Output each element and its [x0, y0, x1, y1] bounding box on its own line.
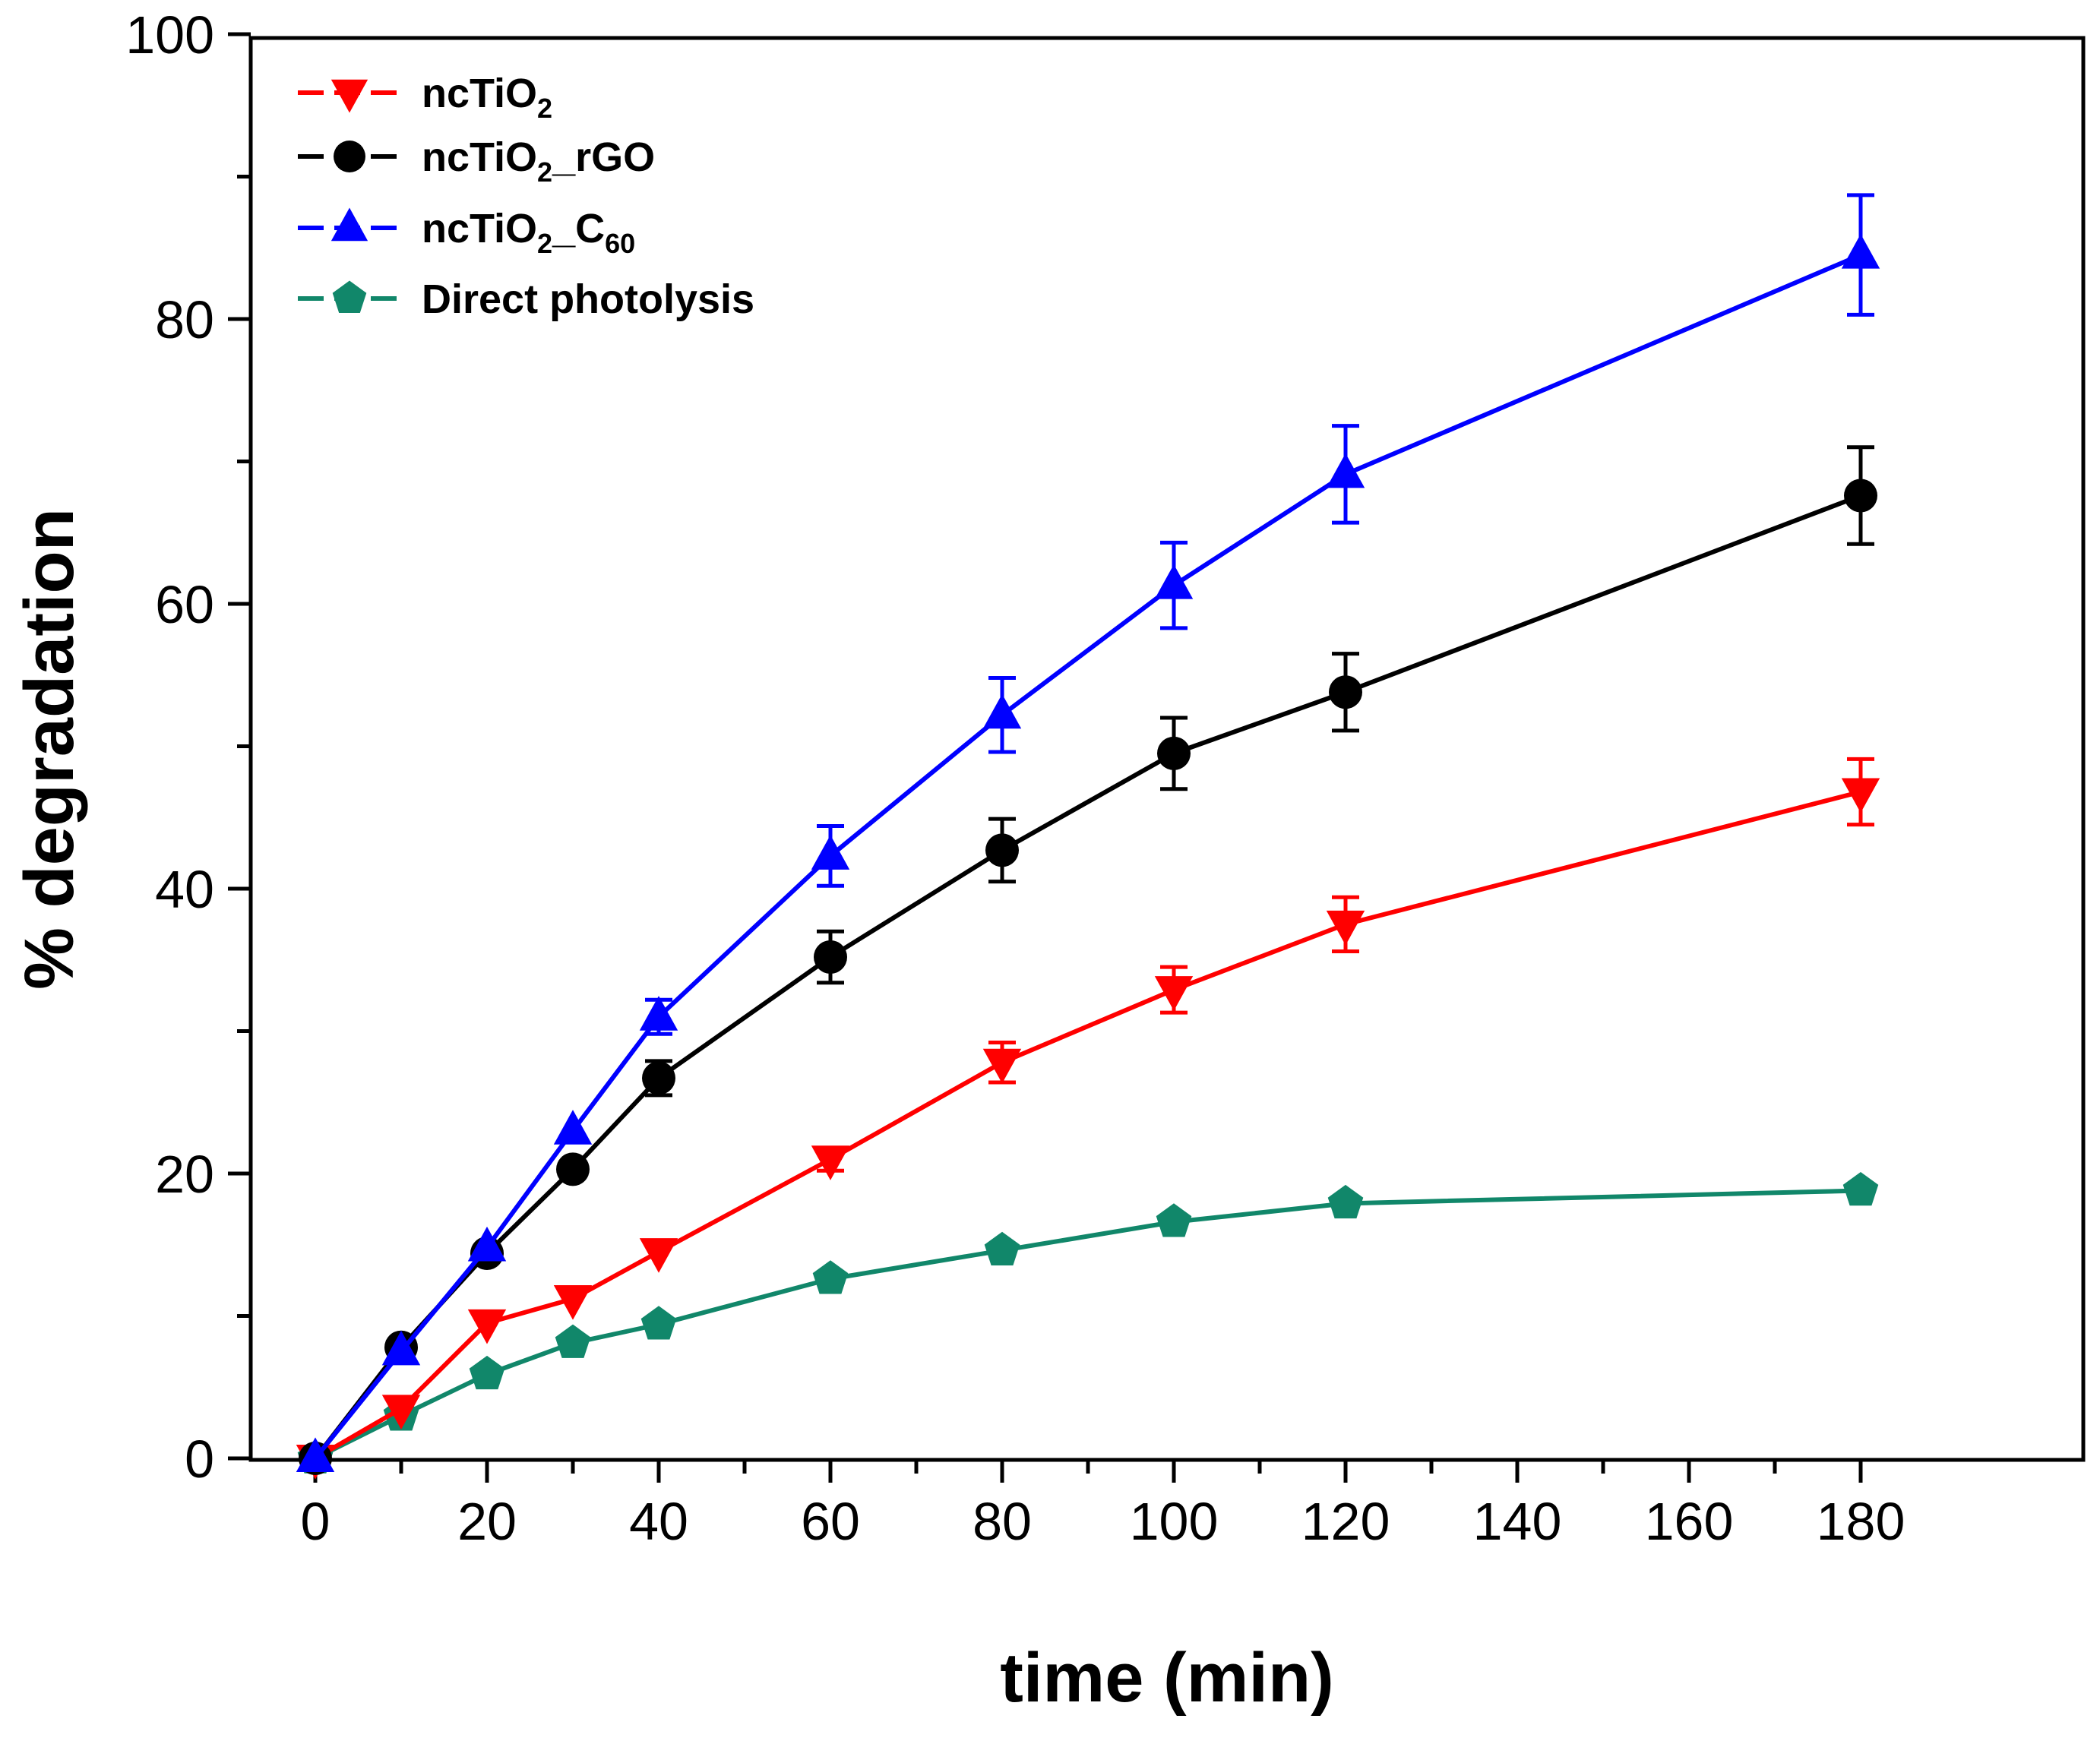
y-tick-label: 0: [185, 1430, 214, 1489]
circle-marker: [814, 940, 847, 974]
triangle-up-marker: [381, 1330, 421, 1366]
x-tick-label: 140: [1473, 1492, 1562, 1551]
x-tick-label: 180: [1817, 1492, 1905, 1551]
legend-label: ncTiO2_rGO: [422, 134, 655, 188]
triangle-up-marker: [330, 207, 368, 242]
series-line: [313, 493, 1862, 1460]
x-tick-label: 20: [457, 1492, 517, 1551]
series-nctio2: [296, 757, 1880, 1480]
triangle-up-marker: [1326, 453, 1365, 488]
y-axis-title: % degradation: [11, 508, 88, 990]
circle-marker: [1157, 736, 1191, 770]
triangle-down-marker: [330, 79, 368, 113]
legend-entry: Direct photolysis: [298, 276, 754, 322]
triangle-down-marker: [982, 1048, 1022, 1084]
pentagon-marker: [1327, 1184, 1364, 1219]
triangle-up-marker: [639, 996, 678, 1031]
series-line: [314, 1188, 1861, 1461]
y-tick-label: 20: [155, 1145, 214, 1204]
triangle-up-marker: [467, 1226, 507, 1262]
legend-label: ncTiO2: [422, 71, 552, 124]
triangle-down-marker: [553, 1285, 593, 1320]
x-tick-label: 160: [1645, 1492, 1734, 1551]
x-axis-title: time (min): [1000, 1639, 1334, 1717]
triangle-down-marker: [1841, 778, 1880, 813]
plot-frame: [248, 36, 2086, 1462]
pentagon-marker: [332, 280, 367, 313]
axes: 0 20 40 60 80 100 120 140 160 180 0 20 40 60 80 100: [125, 5, 1905, 1551]
series-nctio2-rgo: [299, 445, 1877, 1475]
triangle-up-marker: [811, 835, 850, 870]
legend-label: ncTiO2_C60: [422, 206, 635, 259]
pentagon-marker: [812, 1260, 849, 1294]
x-tick-label: 100: [1130, 1492, 1219, 1551]
legend-entry: ncTiO2_C60: [298, 206, 635, 259]
x-tick-label: 80: [973, 1492, 1032, 1551]
circle-marker: [1844, 479, 1877, 513]
series-line: [314, 789, 1861, 1461]
x-tick-label: 40: [629, 1492, 688, 1551]
triangle-down-marker: [467, 1309, 507, 1344]
circle-marker: [642, 1061, 675, 1095]
pentagon-marker: [984, 1231, 1020, 1266]
pentagon-marker: [1842, 1172, 1879, 1206]
triangle-up-marker: [553, 1110, 593, 1145]
circle-marker: [334, 141, 365, 172]
triangle-down-marker: [381, 1395, 421, 1430]
y-tick-label: 100: [125, 5, 214, 65]
circle-marker: [556, 1152, 590, 1186]
x-tick-label: 60: [801, 1492, 860, 1551]
series-direct-photolysis: [297, 1172, 1879, 1474]
data-series: [296, 193, 1880, 1480]
triangle-up-marker: [1841, 234, 1880, 269]
circle-marker: [1329, 675, 1362, 709]
pentagon-marker: [640, 1306, 677, 1340]
legend-label: Direct photolysis: [422, 276, 754, 322]
legend-entry: ncTiO2: [298, 71, 552, 124]
pentagon-marker: [1156, 1203, 1192, 1237]
triangle-up-marker: [982, 693, 1022, 729]
circle-marker: [985, 833, 1019, 867]
x-tick-label: 0: [301, 1492, 330, 1551]
triangle-down-marker: [639, 1238, 678, 1273]
series-nctio2-c60: [296, 193, 1880, 1472]
pentagon-marker: [555, 1324, 591, 1358]
y-tick-label: 40: [155, 860, 214, 919]
y-tick-label: 60: [155, 575, 214, 634]
triangle-down-marker: [1326, 910, 1365, 946]
legend-entry: ncTiO2_rGO: [298, 134, 655, 188]
legend: ncTiO2 ncTiO2_rGO ncTiO2_C60 Direct photoly…: [298, 71, 754, 322]
y-tick-label: 80: [155, 290, 214, 349]
triangle-up-marker: [296, 1437, 335, 1472]
pentagon-marker: [469, 1355, 505, 1390]
x-tick-label: 120: [1301, 1492, 1390, 1551]
triangle-down-marker: [811, 1145, 850, 1180]
triangle-up-marker: [1154, 564, 1194, 599]
series-line: [313, 252, 1862, 1460]
triangle-down-marker: [1154, 976, 1194, 1011]
